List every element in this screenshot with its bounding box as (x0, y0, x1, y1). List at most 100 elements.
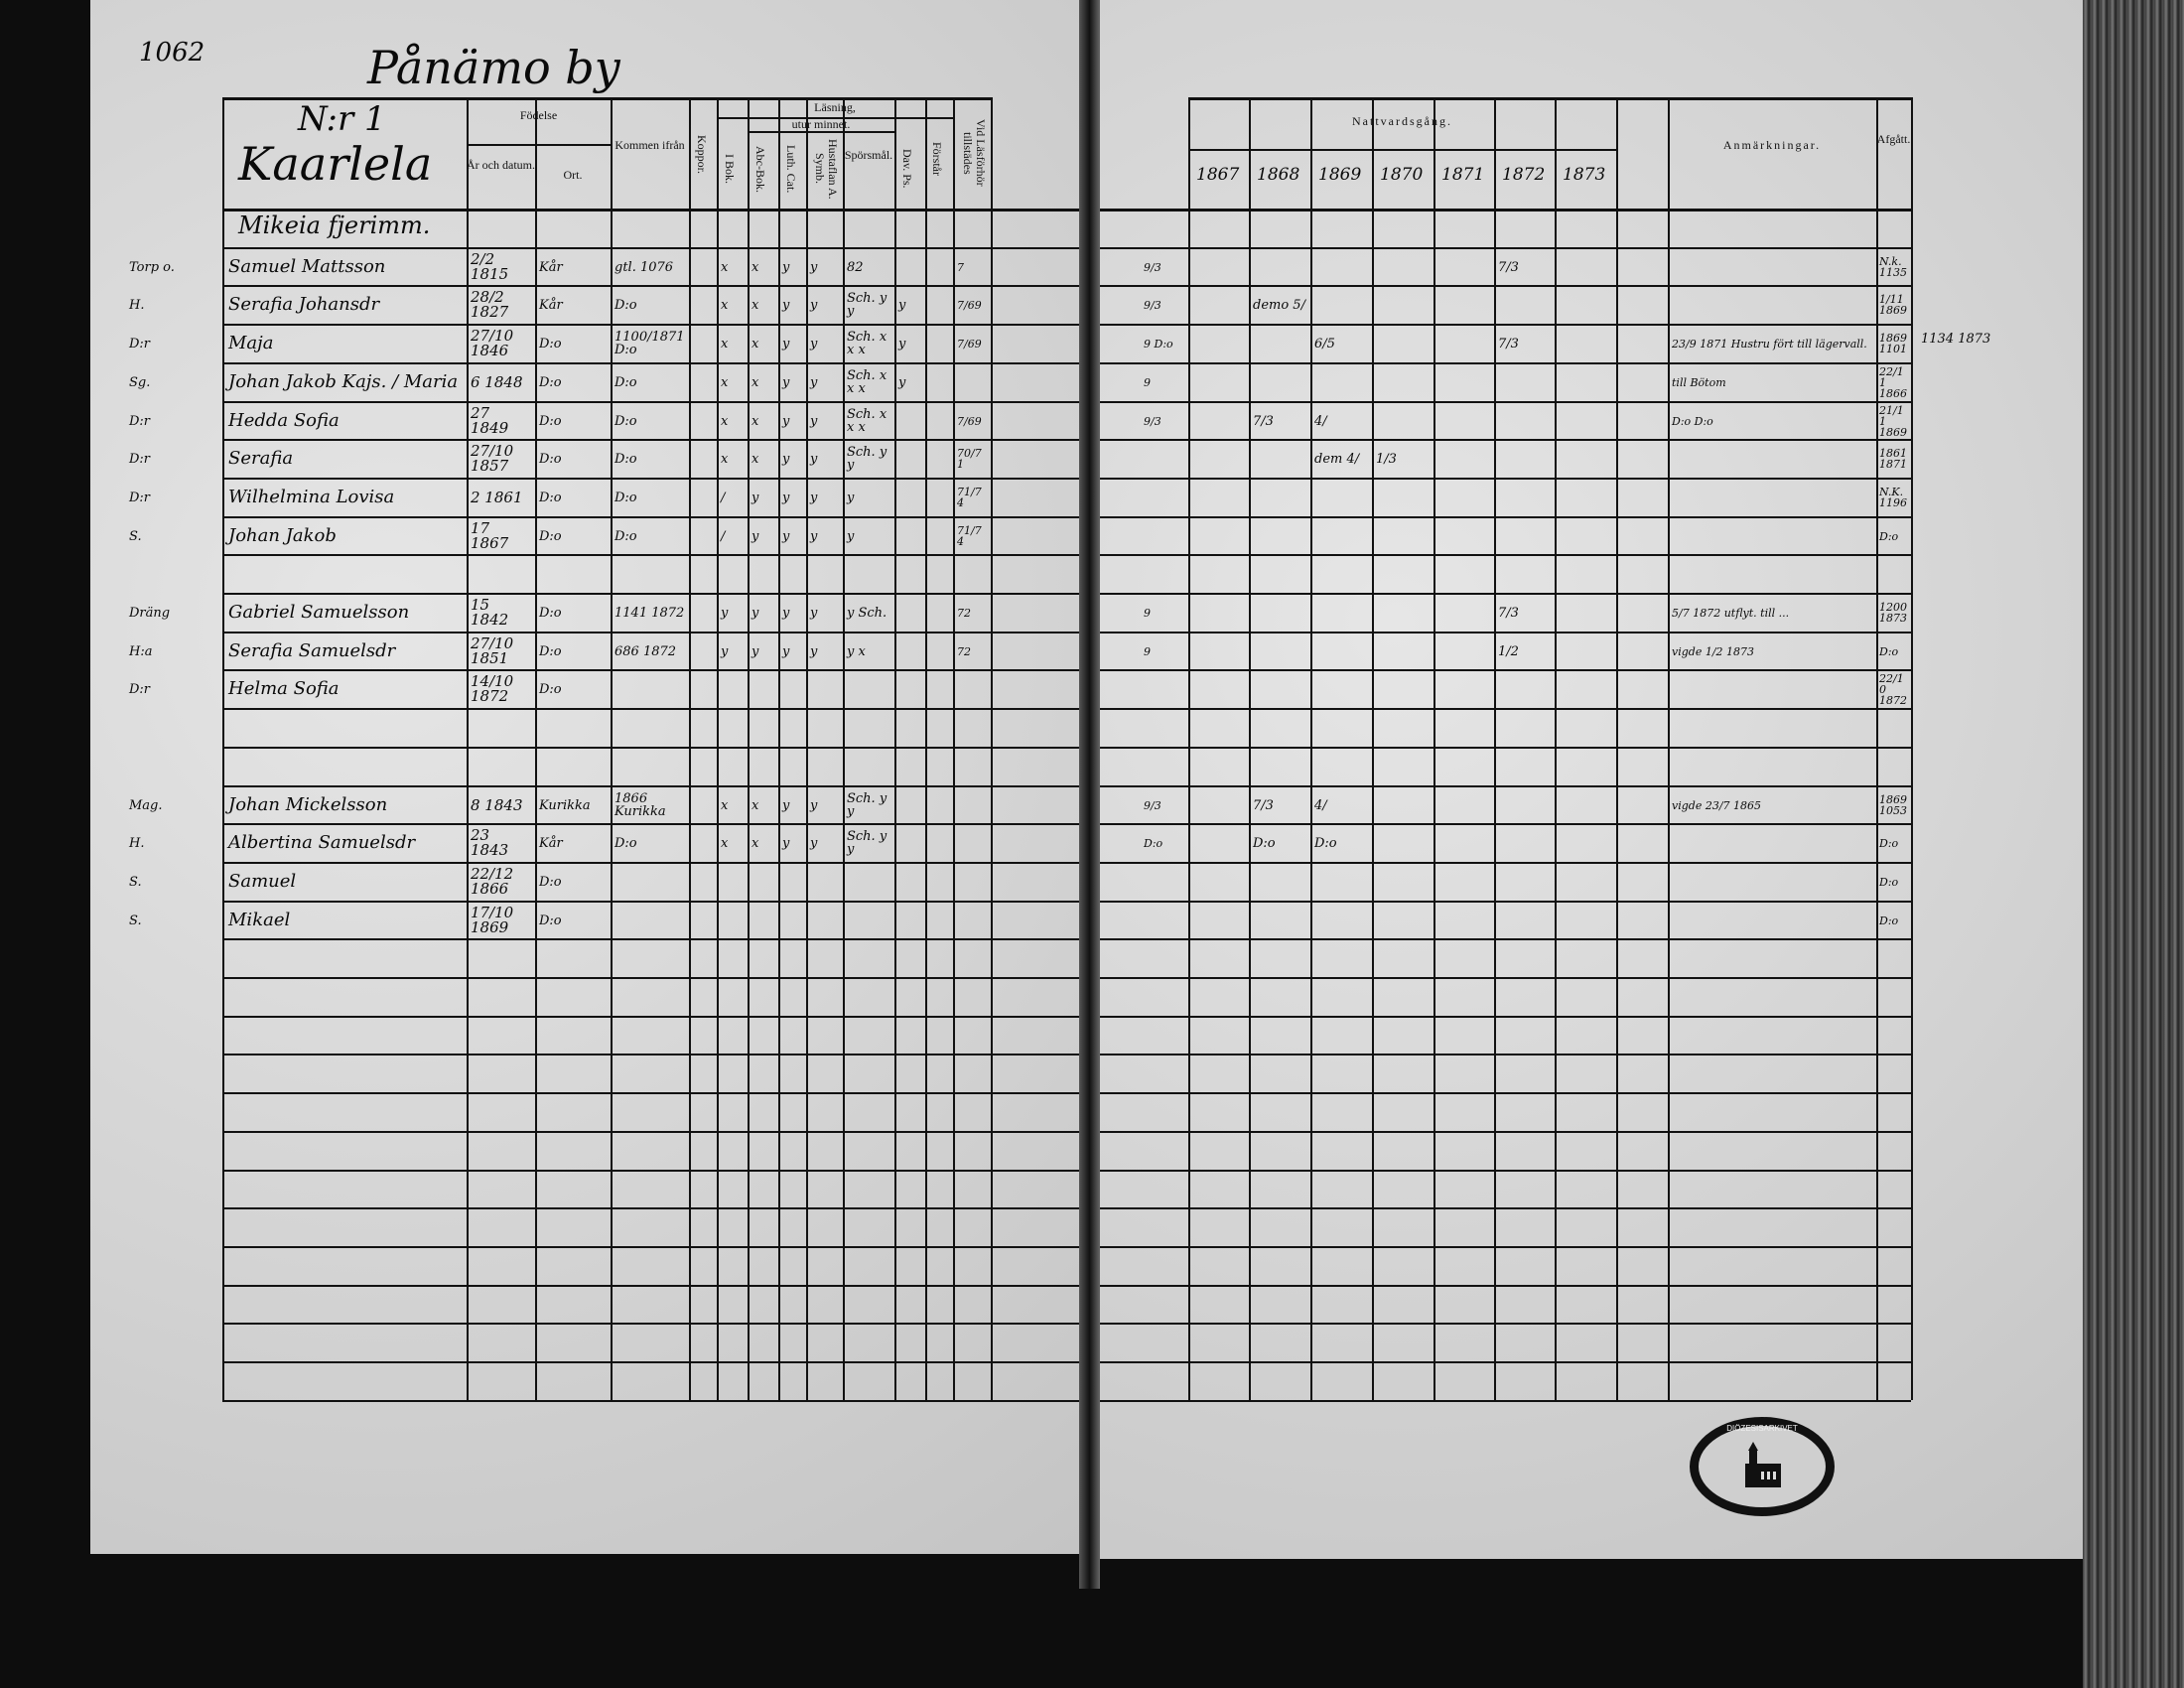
reading-mark: y (810, 605, 818, 621)
row-rule (222, 862, 1079, 864)
row-rule (1100, 324, 1911, 326)
column-rule (467, 97, 469, 1400)
pre-communion-mark (1142, 672, 1187, 706)
header-abc: Abc-Bok. (753, 145, 768, 193)
birth-date (469, 750, 534, 783)
departed (1877, 750, 1911, 783)
came-from (613, 672, 688, 706)
communion-mark (1557, 711, 1615, 745)
person-name: Mikael (228, 909, 291, 930)
reading-mark (750, 672, 778, 706)
row-rule (1100, 593, 1911, 595)
pre-communion-mark: 9 (1144, 606, 1151, 620)
reading-mark (719, 904, 748, 937)
communion-mark: D:o (1314, 835, 1337, 851)
communion-mark (1374, 788, 1433, 822)
reading-mark: y (751, 643, 759, 659)
remark (1670, 519, 1875, 553)
communion-mark (1557, 634, 1615, 668)
header-year: 1873 (1563, 165, 1606, 185)
birth-place (537, 750, 610, 783)
communion-mark (1190, 788, 1248, 822)
header-year: 1871 (1441, 165, 1485, 185)
communion-mark (1190, 557, 1248, 591)
communion-mark (1557, 442, 1615, 476)
communion-mark (1251, 327, 1309, 360)
birth-place: D:o (539, 643, 562, 659)
communion-mark (1435, 288, 1493, 322)
reading-mark (896, 442, 925, 476)
header-came-from: Kommen ifrån (614, 138, 685, 152)
row-rule (1100, 632, 1911, 633)
reading-mark: x (721, 259, 729, 275)
came-from: gtl. 1076 (614, 259, 674, 275)
reading-mark (845, 750, 894, 783)
remark (1670, 288, 1875, 322)
came-from: D:o (614, 374, 637, 390)
communion-mark (1374, 750, 1433, 783)
birth-place: D:o (539, 451, 562, 467)
reading-mark (750, 711, 778, 745)
row-rule (1100, 747, 1911, 749)
communion-mark (1496, 288, 1554, 322)
header-year: 1869 (1318, 165, 1362, 185)
communion-mark (1435, 365, 1493, 399)
communion-mark: 6/5 (1314, 336, 1335, 352)
birth-date: 23 1843 (471, 826, 509, 859)
birth-date: 17/10 1869 (471, 904, 514, 936)
departed: D:o (1879, 875, 1899, 889)
column-rule (1249, 97, 1251, 1400)
page-number: 1062 (139, 38, 205, 68)
communion-mark (1557, 365, 1615, 399)
communion-mark (1496, 711, 1554, 745)
communion-mark (1190, 327, 1248, 360)
remark (1670, 865, 1875, 899)
present-mark (955, 672, 990, 706)
communion-mark: 4/ (1314, 797, 1327, 813)
reading-mark: y (810, 413, 818, 429)
departed: D:o (1879, 836, 1899, 850)
reading-mark (808, 904, 843, 937)
column-rule (1616, 97, 1618, 1400)
reading-mark: 82 (847, 259, 864, 275)
communion-mark: 7/3 (1253, 413, 1274, 429)
reading-mark: y (782, 490, 790, 505)
row-rule (222, 1131, 1079, 1133)
row-rule (222, 1323, 1079, 1325)
header-birth: Födelse (519, 108, 558, 122)
birth-place: Kår (539, 259, 563, 275)
column-rule (1911, 97, 1913, 1400)
book-gutter (1079, 0, 1100, 1589)
row-mark: S. (129, 528, 142, 544)
pre-communion-mark (1142, 519, 1187, 553)
communion-mark (1312, 519, 1371, 553)
reading-mark: y (782, 528, 790, 544)
reading-mark (896, 596, 925, 630)
communion-mark (1557, 672, 1615, 706)
column-rule (1433, 97, 1435, 1400)
reading-mark (808, 865, 843, 899)
communion-mark (1435, 442, 1493, 476)
person-name: Samuel Mattsson (228, 255, 386, 277)
reading-mark (896, 404, 925, 438)
communion-mark (1190, 288, 1248, 322)
communion-mark (1251, 442, 1309, 476)
pre-communion-mark (1142, 481, 1187, 514)
reading-mark: y x (847, 643, 866, 659)
reading-mark: y (782, 336, 790, 352)
communion-mark (1312, 481, 1371, 514)
reading-mark (719, 865, 748, 899)
header-bottom-rule (222, 209, 1079, 211)
communion-mark (1557, 327, 1615, 360)
row-mark: Mag. (129, 797, 163, 813)
communion-mark (1435, 634, 1493, 668)
reading-mark (780, 865, 806, 899)
column-rule (806, 97, 808, 1400)
communion-mark (1496, 750, 1554, 783)
reading-mark: y (782, 374, 790, 390)
birth-place: D:o (539, 528, 562, 544)
reading-mark: / (721, 528, 726, 544)
header-year: 1872 (1502, 165, 1546, 185)
departed: D:o (1879, 529, 1899, 543)
column-rule (1494, 97, 1496, 1400)
